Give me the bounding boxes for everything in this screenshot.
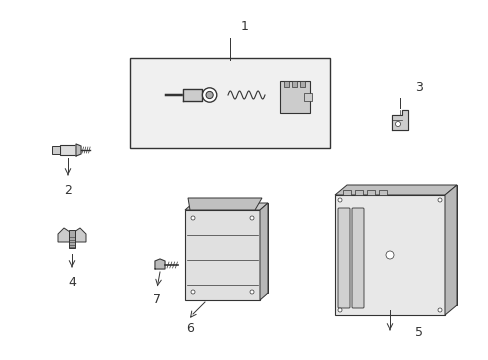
Text: 6: 6 bbox=[185, 322, 194, 335]
Bar bbox=[354, 190, 362, 195]
Polygon shape bbox=[193, 203, 267, 293]
FancyBboxPatch shape bbox=[337, 208, 349, 308]
Polygon shape bbox=[183, 89, 202, 101]
Text: 7: 7 bbox=[153, 293, 161, 306]
Bar bbox=[69, 230, 75, 248]
Text: 2: 2 bbox=[64, 184, 72, 197]
Polygon shape bbox=[260, 203, 267, 300]
Polygon shape bbox=[155, 259, 164, 269]
Polygon shape bbox=[58, 228, 70, 242]
Bar bbox=[291, 81, 296, 87]
Circle shape bbox=[437, 308, 441, 312]
Polygon shape bbox=[334, 185, 456, 195]
Circle shape bbox=[337, 308, 341, 312]
Text: 5: 5 bbox=[414, 327, 422, 339]
Bar bbox=[130, 58, 329, 148]
FancyBboxPatch shape bbox=[351, 208, 363, 308]
Bar bbox=[304, 93, 311, 101]
Polygon shape bbox=[74, 228, 86, 242]
Polygon shape bbox=[184, 203, 267, 210]
Bar bbox=[184, 210, 260, 300]
Circle shape bbox=[337, 198, 341, 202]
Text: 1: 1 bbox=[241, 20, 248, 33]
Circle shape bbox=[437, 198, 441, 202]
Polygon shape bbox=[76, 144, 81, 156]
Circle shape bbox=[385, 251, 393, 259]
Polygon shape bbox=[444, 185, 456, 315]
Polygon shape bbox=[391, 110, 407, 130]
Circle shape bbox=[191, 290, 195, 294]
Polygon shape bbox=[346, 185, 456, 305]
Bar bbox=[342, 190, 350, 195]
Bar bbox=[334, 195, 444, 315]
Bar bbox=[366, 190, 374, 195]
Circle shape bbox=[249, 216, 253, 220]
Circle shape bbox=[202, 88, 216, 102]
Circle shape bbox=[249, 290, 253, 294]
Bar bbox=[280, 81, 309, 113]
Bar bbox=[60, 145, 76, 155]
Text: 4: 4 bbox=[68, 276, 76, 289]
Text: 3: 3 bbox=[414, 81, 422, 94]
Circle shape bbox=[191, 216, 195, 220]
Bar bbox=[299, 81, 305, 87]
Bar bbox=[378, 190, 386, 195]
Circle shape bbox=[395, 122, 400, 126]
Bar bbox=[52, 146, 60, 154]
Circle shape bbox=[205, 91, 213, 99]
Bar bbox=[284, 81, 288, 87]
Polygon shape bbox=[187, 198, 262, 210]
